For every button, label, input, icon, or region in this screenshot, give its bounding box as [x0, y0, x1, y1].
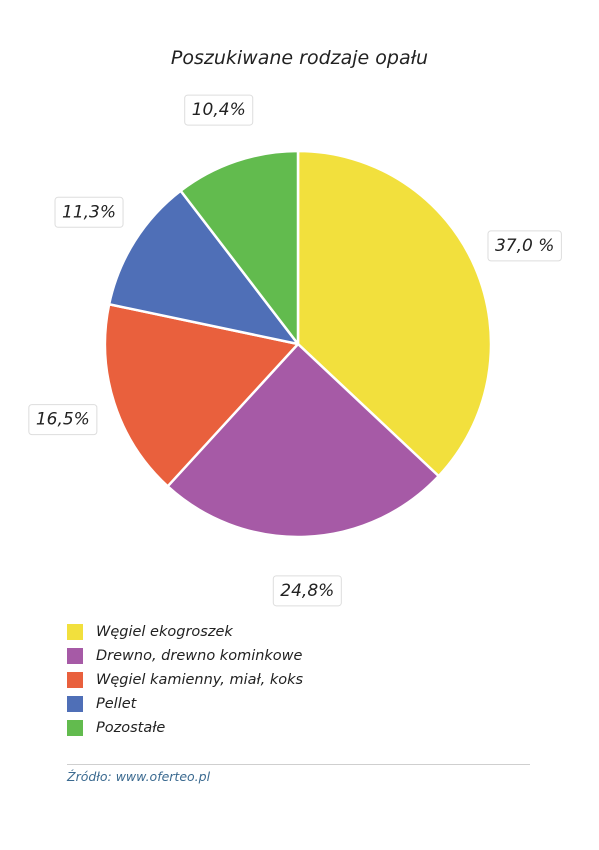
- legend-swatch: [67, 720, 83, 736]
- source-text: Źródło: www.oferteo.pl: [67, 769, 211, 784]
- data-label-wegiel-ekogroszek: 37,0 %: [487, 230, 562, 262]
- data-label-pozostale: 10,4%: [184, 94, 254, 126]
- data-label-box: [272, 575, 342, 607]
- data-label-text: 11,3%: [62, 202, 116, 222]
- legend-label: Pozostałe: [96, 720, 166, 736]
- divider: [67, 764, 530, 765]
- legend-label: Węgiel ekogroszek: [96, 624, 233, 640]
- pie-slice-drewno: [166, 342, 440, 539]
- legend-item-wegiel-kamienny: Węgiel kamienny, miał, koks: [67, 668, 303, 692]
- data-label-box: [487, 230, 562, 262]
- data-label-text: 16,5%: [36, 410, 90, 430]
- data-label-box: [184, 94, 254, 126]
- pie-slice-pellet: [107, 189, 300, 346]
- legend-swatch: [67, 672, 83, 688]
- data-label-text: 37,0 %: [495, 236, 554, 256]
- data-label-text: 10,4%: [192, 100, 246, 120]
- legend-label: Węgiel kamienny, miał, koks: [96, 672, 304, 688]
- legend-label: Pellet: [96, 696, 137, 712]
- legend-swatch: [67, 648, 83, 664]
- chart-title: Poszukiwane rodzaje opału: [170, 47, 429, 69]
- data-label-drewno: 24,8%: [272, 575, 342, 607]
- pie-slice-wegiel-kamienny: [103, 303, 300, 488]
- legend-swatch: [67, 624, 83, 640]
- pie-slice-pozostale: [179, 149, 300, 346]
- pie-chart: 37,0 % 24,8% 16,5% 11,3% 10,4%: [28, 94, 562, 607]
- data-label-box: [54, 196, 124, 228]
- legend-item-pozostale: Pozostałe: [67, 716, 303, 740]
- data-label-text: 24,8%: [280, 581, 334, 601]
- legend-item-wegiel-ekogroszek: Węgiel ekogroszek: [67, 620, 303, 644]
- legend-item-pellet: Pellet: [67, 692, 303, 716]
- legend-swatch: [67, 696, 83, 712]
- data-label-box: [28, 404, 98, 436]
- legend: Węgiel ekogroszek Drewno, drewno kominko…: [67, 620, 303, 740]
- data-label-wegiel-kamienny: 16,5%: [28, 404, 98, 436]
- legend-item-drewno: Drewno, drewno kominkowe: [67, 644, 303, 668]
- legend-label: Drewno, drewno kominkowe: [96, 648, 303, 664]
- pie-slice-wegiel-ekogroszek: [296, 149, 493, 478]
- data-label-pellet: 11,3%: [54, 196, 124, 228]
